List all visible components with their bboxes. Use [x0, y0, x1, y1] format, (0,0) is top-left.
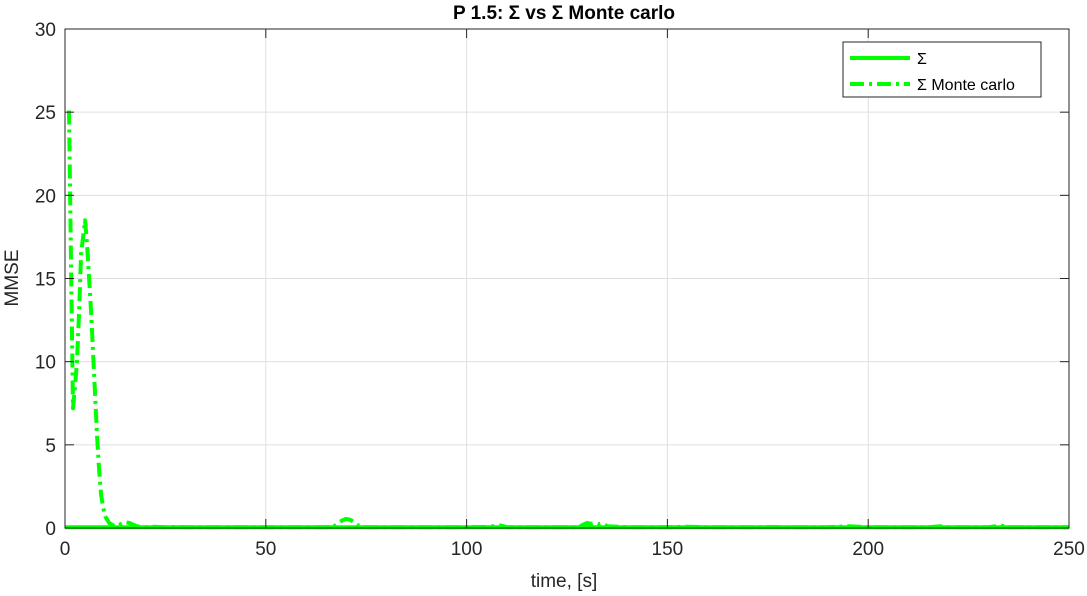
chart-title: P 1.5: Σ vs Σ Monte carlo [453, 3, 675, 24]
y-tick-label: 25 [35, 103, 56, 124]
y-axis-label: MMSE [2, 250, 23, 307]
legend-label-sigma-monte-carlo: Σ Monte carlo [917, 77, 1015, 94]
x-tick-label: 50 [255, 539, 276, 560]
y-tick-label: 5 [45, 436, 56, 457]
y-tick-label: 10 [35, 353, 56, 374]
y-tick-label: 0 [45, 519, 56, 540]
legend-box [842, 41, 1042, 98]
legend: Σ Σ Monte carlo [842, 41, 1042, 98]
y-tick-label: 20 [35, 186, 56, 207]
ticks: 0 50 100 150 200 250 0 5 10 15 20 25 30 [35, 20, 1085, 560]
grid [65, 29, 1069, 528]
x-tick-label: 150 [652, 539, 684, 560]
y-tick-label: 15 [35, 270, 56, 291]
x-axis-label: time, [s] [531, 571, 598, 592]
y-tick-label: 30 [35, 20, 56, 41]
x-tick-label: 0 [60, 539, 71, 560]
x-tick-label: 100 [451, 539, 483, 560]
series-layer [65, 110, 1070, 530]
x-tick-label: 200 [852, 539, 884, 560]
legend-label-sigma: Σ [917, 51, 927, 68]
series-line-sigma-monte-carlo [67, 110, 1070, 530]
x-tick-label: 250 [1053, 539, 1085, 560]
